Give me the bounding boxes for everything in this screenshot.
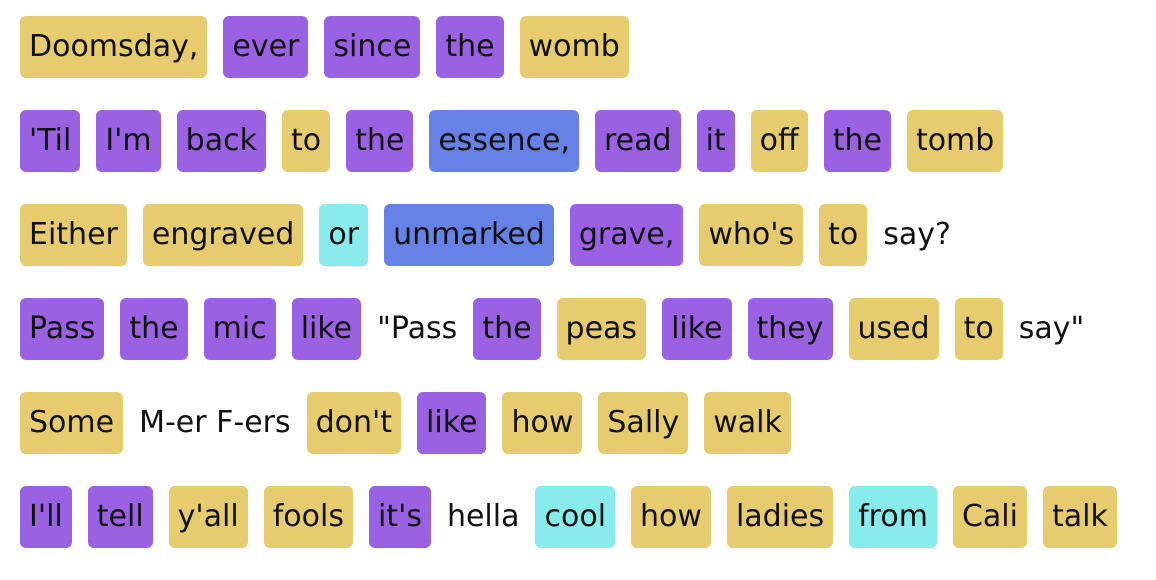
lyrics-lines: Doomsday, ever since the womb 'Til I'm back to th… (20, 16, 1156, 580)
highlighted-word: Doomsday, (20, 16, 208, 78)
lyric-line: Pass the mic like "Pass the peas like they used to… (20, 298, 1156, 360)
plain-word: say" (1018, 311, 1085, 346)
highlighted-word: read (595, 110, 681, 172)
highlighted-word: back (176, 110, 266, 172)
highlighted-word: the (120, 298, 188, 360)
highlighted-word: essence, (429, 110, 579, 172)
lyric-line: I'll tell y'all fools it's hella cool how ladies… (20, 486, 1156, 548)
highlighted-word: who's (699, 204, 804, 266)
highlighted-word: mic (203, 298, 276, 360)
highlighted-word: like (291, 298, 362, 360)
highlighted-word: how (502, 392, 583, 454)
plain-word: say? (883, 217, 951, 252)
highlighted-word: womb (519, 16, 629, 78)
highlighted-word: used (848, 298, 939, 360)
highlighted-word: Pass (20, 298, 105, 360)
highlighted-word: it (696, 110, 735, 172)
highlighted-word: it's (368, 486, 431, 548)
highlighted-word: grave, (569, 204, 684, 266)
highlighted-word: or (319, 204, 369, 266)
highlighted-word: don't (306, 392, 402, 454)
highlighted-word: walk (704, 392, 791, 454)
lyric-line: Doomsday, ever since the womb (20, 16, 1156, 78)
highlighted-word: the (436, 16, 504, 78)
highlighted-word: to (954, 298, 1003, 360)
highlighted-word: tomb (906, 110, 1004, 172)
highlighted-word: fools (263, 486, 353, 548)
highlighted-word: cool (535, 486, 616, 548)
highlighted-word: the (346, 110, 414, 172)
highlighted-word: engraved (142, 204, 304, 266)
highlighted-word: from (849, 486, 937, 548)
highlighted-word: like (417, 392, 487, 454)
highlighted-word: peas (556, 298, 647, 360)
highlighted-word: Sally (598, 392, 689, 454)
highlighted-word: off (750, 110, 808, 172)
highlighted-word: I'll (20, 486, 72, 548)
lyric-line: Either engraved or unmarked grave, who's to say… (20, 204, 1156, 266)
plain-word: hella (446, 499, 520, 534)
highlighted-word: unmarked (384, 204, 554, 266)
highlighted-word: the (473, 298, 541, 360)
lyric-line: 'Til I'm back to the essence, read it off the tomb (20, 110, 1156, 172)
plain-word: "Pass (377, 311, 458, 346)
highlighted-word: they (747, 298, 833, 360)
highlighted-word: Cali (952, 486, 1027, 548)
highlighted-word: Either (20, 204, 127, 266)
highlighted-word: ever (223, 16, 309, 78)
highlighted-word: how (631, 486, 711, 548)
lyric-line: Some M-er F-ers don't like how Sally walk (20, 392, 1156, 454)
highlighted-word: to (819, 204, 868, 266)
highlighted-word: talk (1042, 486, 1117, 548)
highlighted-word: like (662, 298, 732, 360)
highlighted-word: y'all (168, 486, 248, 548)
plain-word: M-er F-ers (139, 405, 291, 440)
highlighted-word: I'm (96, 110, 161, 172)
highlighted-word: since (324, 16, 421, 78)
highlighted-word: to (281, 110, 331, 172)
highlighted-word: ladies (726, 486, 834, 548)
highlighted-word: 'Til (20, 110, 81, 172)
highlighted-word: the (823, 110, 891, 172)
highlighted-word: Some (20, 392, 124, 454)
highlighted-word: tell (87, 486, 153, 548)
